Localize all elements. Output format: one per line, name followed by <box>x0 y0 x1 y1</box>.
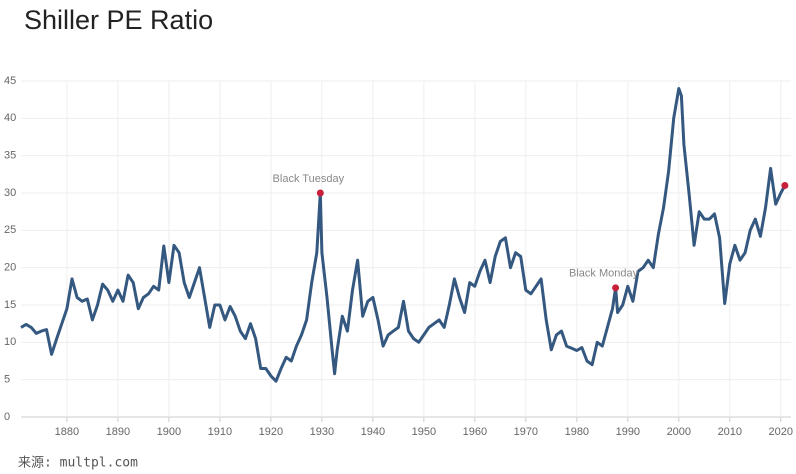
y-tick-label: 25 <box>4 224 16 236</box>
y-tick-label: 10 <box>4 336 16 348</box>
x-tick-label: 1950 <box>412 426 436 438</box>
x-tick-label: 1960 <box>463 426 487 438</box>
y-tick-label: 5 <box>4 374 10 386</box>
x-tick-label: 1970 <box>514 426 538 438</box>
y-tick-label: 15 <box>4 299 16 311</box>
x-tick-label: 2020 <box>769 426 793 438</box>
x-tick-label: 1890 <box>106 426 130 438</box>
source: 来源: multpl.com <box>18 456 138 471</box>
annotation-marker <box>612 284 620 292</box>
x-tick-label: 1920 <box>259 426 283 438</box>
annotation-marker <box>316 189 324 197</box>
x-tick-label: 1940 <box>361 426 385 438</box>
chart-title: Shiller PE Ratio <box>24 5 213 35</box>
y-tick-label: 30 <box>4 187 16 199</box>
y-tick-label: 45 <box>4 75 16 87</box>
annotation-label: Black Tuesday <box>273 173 345 185</box>
y-tick-label: 35 <box>4 150 16 162</box>
x-tick-label: 1990 <box>616 426 640 438</box>
line <box>20 87 787 383</box>
annotation-label: Black Monday <box>569 268 639 280</box>
y-tick-label: 0 <box>4 411 10 423</box>
x-tick-label: 1980 <box>565 426 589 438</box>
x-tick-label: 1930 <box>310 426 334 438</box>
x-tick-label: 2000 <box>667 426 691 438</box>
x-tick-label: 1910 <box>208 426 232 438</box>
y-tick-label: 40 <box>4 112 16 124</box>
x-tick-label: 2010 <box>718 426 742 438</box>
x-tick-label: 1900 <box>157 426 181 438</box>
y-tick-label: 20 <box>4 262 16 274</box>
last-point-marker <box>781 182 789 190</box>
x-tick-label: 1880 <box>55 426 79 438</box>
